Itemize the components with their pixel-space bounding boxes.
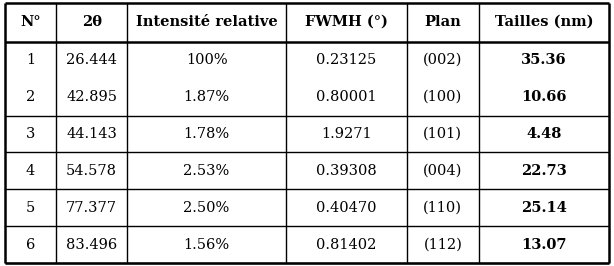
- Text: 1: 1: [26, 53, 35, 67]
- Text: (110): (110): [423, 201, 462, 215]
- Text: N°: N°: [20, 15, 41, 29]
- Text: 1.87%: 1.87%: [184, 90, 230, 104]
- Text: 0.40470: 0.40470: [316, 201, 377, 215]
- Text: 44.143: 44.143: [66, 127, 117, 141]
- Text: 2θ: 2θ: [82, 15, 102, 29]
- Text: 42.895: 42.895: [66, 90, 117, 104]
- Text: 2: 2: [26, 90, 35, 104]
- Text: 54.578: 54.578: [66, 164, 117, 178]
- Text: 1.9271: 1.9271: [321, 127, 372, 141]
- Text: Plan: Plan: [424, 15, 461, 29]
- Text: 25.14: 25.14: [521, 201, 567, 215]
- Text: 0.81402: 0.81402: [316, 238, 376, 252]
- Text: 0.80001: 0.80001: [316, 90, 377, 104]
- Text: (002): (002): [423, 53, 462, 67]
- Text: 0.23125: 0.23125: [316, 53, 376, 67]
- Text: Intensité relative: Intensité relative: [136, 15, 278, 29]
- Text: 13.07: 13.07: [521, 238, 567, 252]
- Text: FWMH (°): FWMH (°): [305, 15, 388, 29]
- Text: 22.73: 22.73: [521, 164, 567, 178]
- Text: (101): (101): [423, 127, 462, 141]
- Text: (112): (112): [424, 238, 462, 252]
- Text: 77.377: 77.377: [66, 201, 117, 215]
- Text: 2.53%: 2.53%: [184, 164, 230, 178]
- Text: (100): (100): [423, 90, 462, 104]
- Text: 5: 5: [26, 201, 35, 215]
- Text: 100%: 100%: [186, 53, 227, 67]
- Text: 2.50%: 2.50%: [184, 201, 230, 215]
- Text: 83.496: 83.496: [66, 238, 117, 252]
- Text: (004): (004): [423, 164, 462, 178]
- Text: Tailles (nm): Tailles (nm): [494, 15, 593, 29]
- Text: 35.36: 35.36: [521, 53, 567, 67]
- Text: 3: 3: [26, 127, 35, 141]
- Text: 1.78%: 1.78%: [184, 127, 230, 141]
- Text: 10.66: 10.66: [521, 90, 567, 104]
- Text: 4.48: 4.48: [526, 127, 562, 141]
- Text: 0.39308: 0.39308: [316, 164, 377, 178]
- Text: 26.444: 26.444: [66, 53, 117, 67]
- Text: 4: 4: [26, 164, 35, 178]
- Text: 1.56%: 1.56%: [184, 238, 230, 252]
- Text: 6: 6: [26, 238, 35, 252]
